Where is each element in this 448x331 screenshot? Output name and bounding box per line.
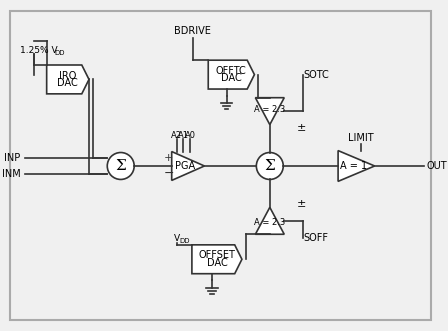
Text: SOFF: SOFF bbox=[303, 233, 328, 243]
Polygon shape bbox=[172, 152, 204, 180]
Text: Σ: Σ bbox=[115, 159, 126, 173]
Polygon shape bbox=[255, 98, 284, 125]
Circle shape bbox=[107, 153, 134, 179]
Text: A = 2.3: A = 2.3 bbox=[254, 218, 285, 227]
Text: V: V bbox=[174, 234, 180, 243]
Text: 1.25% V: 1.25% V bbox=[20, 46, 57, 55]
Text: A0: A0 bbox=[185, 131, 195, 140]
Text: A1: A1 bbox=[178, 131, 189, 140]
Polygon shape bbox=[208, 60, 254, 89]
Text: DAC: DAC bbox=[57, 78, 78, 88]
Text: DD: DD bbox=[179, 238, 190, 244]
Text: INM: INM bbox=[2, 169, 21, 179]
Text: Σ: Σ bbox=[264, 159, 275, 173]
Text: LIMIT: LIMIT bbox=[349, 133, 374, 143]
Text: ±: ± bbox=[297, 122, 306, 132]
Text: BDRIVE: BDRIVE bbox=[174, 26, 211, 36]
Text: −: − bbox=[164, 167, 174, 180]
Text: DAC: DAC bbox=[221, 73, 242, 83]
Text: OUT: OUT bbox=[426, 161, 447, 171]
Polygon shape bbox=[255, 207, 284, 234]
Text: +: + bbox=[164, 153, 173, 163]
Text: A = 1: A = 1 bbox=[340, 161, 367, 171]
Text: OFFSET: OFFSET bbox=[198, 251, 235, 260]
Text: INP: INP bbox=[4, 153, 21, 163]
Text: A2: A2 bbox=[171, 131, 182, 140]
Text: DAC: DAC bbox=[207, 258, 227, 268]
Polygon shape bbox=[47, 65, 89, 94]
Text: ±: ± bbox=[297, 200, 306, 210]
Text: OFFTC: OFFTC bbox=[216, 66, 247, 76]
Text: SOTC: SOTC bbox=[303, 70, 329, 80]
Text: DD: DD bbox=[54, 50, 65, 57]
Text: IRO: IRO bbox=[59, 71, 77, 80]
Text: PGA: PGA bbox=[175, 161, 195, 171]
Polygon shape bbox=[338, 151, 375, 181]
Circle shape bbox=[256, 153, 283, 179]
Text: A = 2.3: A = 2.3 bbox=[254, 105, 285, 114]
Polygon shape bbox=[192, 245, 242, 274]
